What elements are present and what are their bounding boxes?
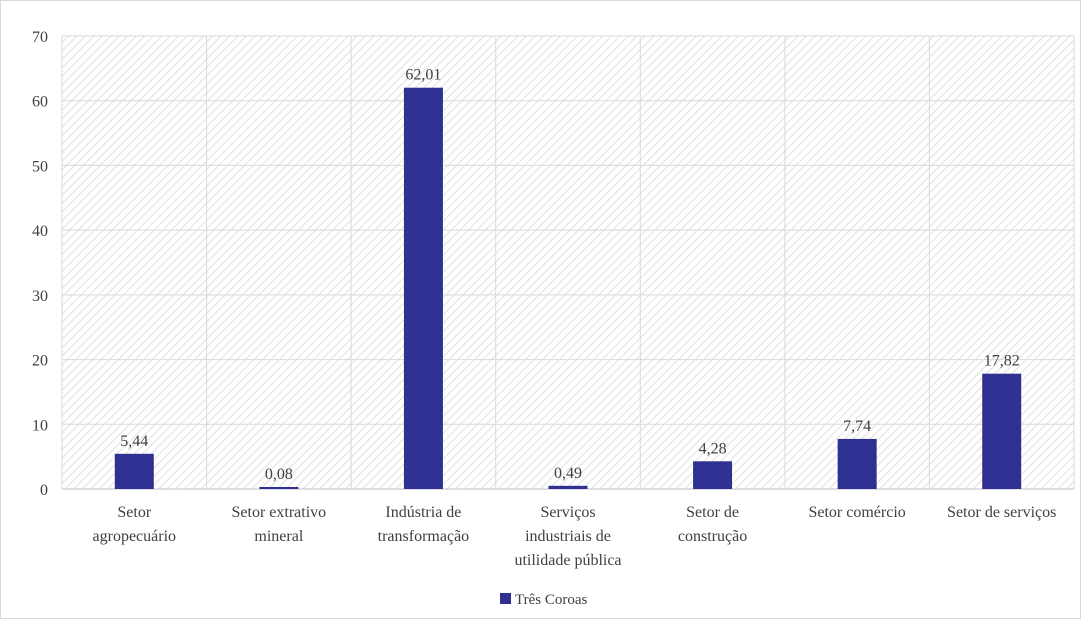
- data-label: 17,82: [984, 353, 1020, 370]
- legend: Três Coroas: [500, 592, 588, 608]
- x-tick-label: utilidade pública: [514, 552, 621, 569]
- data-labels: 5,44 0,08 62,01 0,49 4,28 7,74 17,82: [120, 67, 1019, 483]
- y-tick-label: 20: [32, 353, 48, 370]
- x-tick-label: agropecuário: [93, 528, 177, 545]
- legend-label: Três Coroas: [515, 592, 588, 608]
- y-tick-label: 70: [32, 29, 48, 46]
- x-tick-label: construção: [678, 528, 747, 545]
- x-tick-label: industriais de: [525, 528, 611, 545]
- x-axis: Setor agropecuário Setor extrativo mineral I…: [93, 504, 1057, 569]
- y-tick-label: 30: [32, 288, 48, 305]
- x-tick-label: transformação: [378, 528, 470, 545]
- x-tick-label: Setor comércio: [808, 504, 905, 521]
- y-tick-label: 0: [40, 482, 48, 499]
- x-tick-label: Indústria de: [385, 504, 461, 521]
- legend-swatch: [500, 593, 511, 604]
- data-label: 5,44: [120, 433, 148, 450]
- bar: [982, 373, 1022, 489]
- y-tick-label: 10: [32, 417, 48, 434]
- bar: [837, 438, 877, 489]
- y-tick-label: 60: [32, 94, 48, 111]
- y-tick-label: 50: [32, 158, 48, 175]
- data-label: 0,49: [554, 465, 582, 482]
- data-label: 7,74: [843, 418, 871, 435]
- x-tick-label: Setor de: [686, 504, 739, 521]
- bar: [259, 487, 299, 489]
- data-label: 0,08: [265, 466, 293, 483]
- data-label: 62,01: [405, 67, 441, 84]
- bars: [114, 87, 1022, 489]
- y-axis: 0 10 20 30 40 50 60 70: [32, 29, 48, 499]
- x-tick-label: Setor de serviços: [947, 504, 1056, 521]
- grid: [61, 35, 1075, 490]
- x-tick-label: mineral: [254, 528, 303, 545]
- bar: [403, 87, 443, 489]
- bar: [548, 485, 588, 489]
- x-tick-label: Setor: [117, 504, 151, 521]
- y-tick-label: 40: [32, 223, 48, 240]
- x-tick-label: Serviços: [540, 504, 595, 521]
- plot-area: [62, 36, 1074, 489]
- data-label: 4,28: [699, 440, 727, 457]
- bar: [114, 453, 154, 489]
- bar: [693, 461, 733, 489]
- x-tick-label: Setor extrativo: [232, 504, 327, 521]
